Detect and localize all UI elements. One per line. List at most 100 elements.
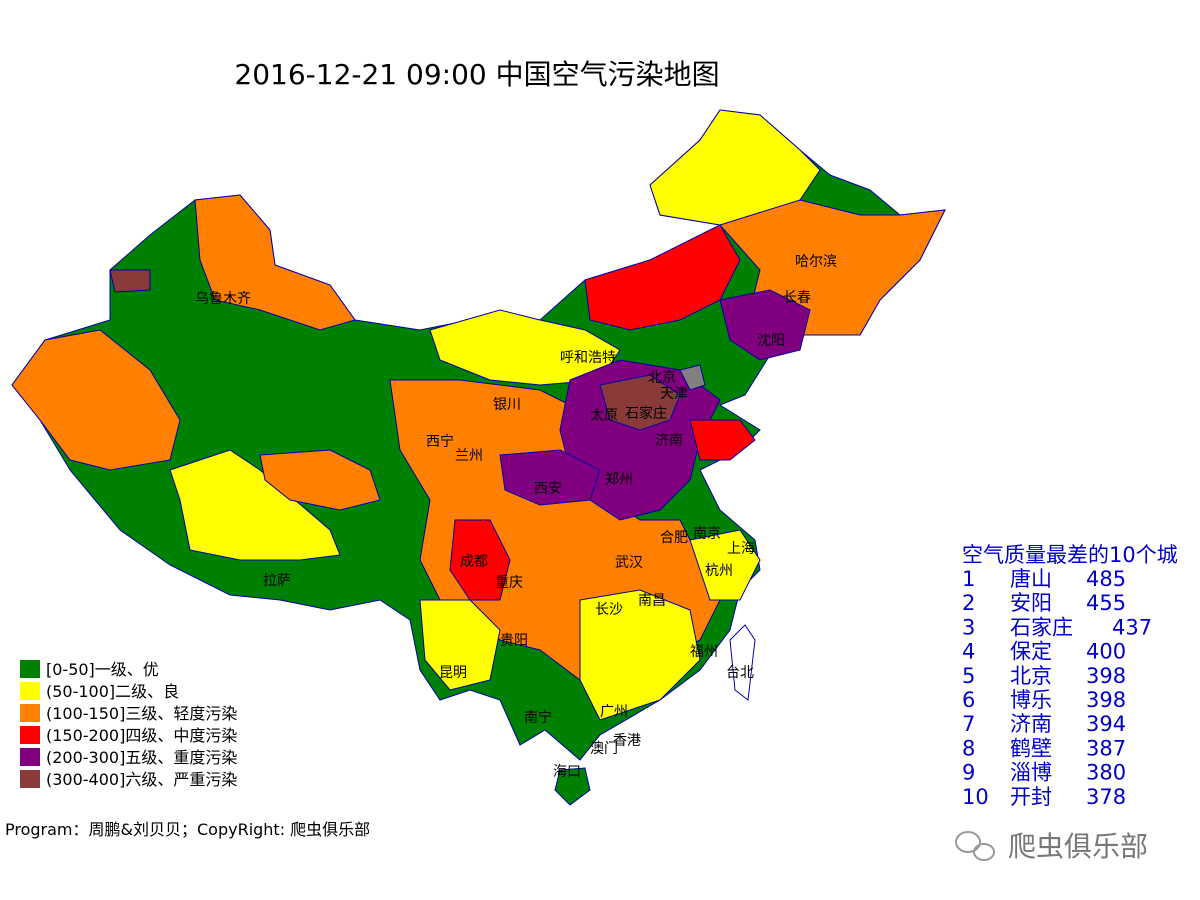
region	[719, 289, 811, 361]
ranking: 空气质量最差的10个城 1 唐山 485 2 安阳 455 3 石家庄 437 4 保定 400 5 北京…	[962, 543, 1178, 809]
city-label: 乌鲁木齐	[195, 291, 251, 307]
rank-number: 6	[962, 688, 975, 712]
city-label: 郑州	[605, 472, 633, 488]
city-label: 杭州	[705, 563, 733, 579]
rank-city: 开封	[1010, 785, 1052, 809]
city-label: 天津	[660, 386, 688, 402]
city-label: 重庆	[495, 575, 523, 591]
region	[689, 529, 761, 601]
city-label: 南昌	[638, 593, 666, 609]
rank-number: 1	[962, 567, 975, 591]
ranking-title: 空气质量最差的10个城	[962, 543, 1178, 567]
rank-aqi: 400	[1086, 640, 1126, 664]
china-map	[11, 109, 946, 806]
rank-city: 济南	[1010, 712, 1052, 736]
rank-number: 2	[962, 591, 975, 615]
rank-number: 7	[962, 712, 975, 736]
legend-swatch	[20, 682, 40, 700]
region	[11, 329, 181, 471]
legend-label: (50-100]二级、良	[46, 682, 179, 701]
city-label: 成都	[460, 554, 488, 570]
legend: [0-50]一级、优 (50-100]二级、良 (100-150]三级、轻度污染 (1…	[20, 660, 237, 789]
legend-label: [0-50]一级、优	[46, 660, 159, 679]
city-label: 呼和浩特	[560, 350, 616, 366]
rank-aqi: 378	[1086, 785, 1126, 809]
region	[689, 419, 756, 461]
legend-swatch	[20, 770, 40, 788]
city-label: 银川	[493, 397, 521, 413]
rank-number: 3	[962, 615, 975, 639]
region	[419, 599, 501, 691]
rank-aqi: 387	[1086, 736, 1126, 760]
rank-city: 石家庄	[1010, 615, 1073, 639]
legend-swatch	[20, 660, 40, 678]
region	[579, 589, 701, 721]
wechat-icon	[955, 831, 981, 853]
credit: Program：周鹏&刘贝贝；CopyRight: 爬虫俱乐部	[5, 820, 370, 839]
city-label: 石家庄	[625, 405, 667, 422]
rank-aqi: 455	[1086, 591, 1126, 615]
legend-label: (200-300]五级、重度污染	[46, 748, 237, 767]
rank-aqi: 398	[1086, 688, 1126, 712]
rank-number: 9	[962, 761, 975, 785]
city-label: 西宁	[426, 433, 454, 450]
region	[599, 374, 681, 431]
region	[259, 449, 381, 511]
city-label: 海口	[553, 764, 581, 780]
rank-aqi: 380	[1086, 761, 1126, 785]
city-label: 合肥	[660, 530, 688, 546]
city-label: 台北	[726, 665, 754, 681]
city-label: 福州	[690, 644, 718, 660]
region	[649, 109, 821, 226]
city-label: 上海	[727, 541, 755, 557]
rank-aqi: 437	[1112, 615, 1152, 639]
rank-aqi: 394	[1086, 712, 1126, 736]
city-label: 贵阳	[500, 633, 528, 649]
city-label: 澳门	[590, 741, 618, 757]
legend-label: (300-400]六级、严重污染	[46, 770, 237, 789]
rank-city: 安阳	[1010, 591, 1052, 615]
rank-number: 8	[962, 736, 975, 760]
region	[194, 194, 356, 331]
rank-city: 博乐	[1010, 688, 1052, 712]
rank-city: 鹤壁	[1010, 736, 1052, 760]
legend-swatch	[20, 704, 40, 722]
city-label: 西安	[534, 481, 562, 497]
rank-city: 唐山	[1010, 567, 1052, 591]
city-label: 哈尔滨	[795, 254, 837, 270]
city-label: 昆明	[439, 665, 467, 681]
city-label: 拉萨	[263, 573, 291, 589]
rank-city: 淄博	[1010, 761, 1052, 785]
region	[449, 519, 511, 601]
city-label: 太原	[590, 408, 618, 424]
region	[499, 449, 601, 506]
region	[679, 364, 706, 391]
city-label: 武汉	[615, 555, 643, 571]
city-label: 北京	[648, 370, 676, 386]
region	[729, 624, 756, 701]
city-label: 长春	[783, 290, 811, 306]
legend-swatch	[20, 726, 40, 744]
city-label: 兰州	[455, 448, 483, 464]
watermark: 爬虫俱乐部	[955, 830, 1148, 863]
rank-number: 5	[962, 664, 975, 688]
map-title: 2016-12-21 09:00 中国空气污染地图	[234, 58, 719, 91]
rank-number: 10	[962, 785, 989, 809]
rank-aqi: 485	[1086, 567, 1126, 591]
region	[109, 269, 151, 293]
rank-city: 北京	[1010, 664, 1052, 688]
legend-label: (150-200]四级、中度污染	[46, 726, 237, 745]
city-label: 香港	[613, 733, 641, 749]
region	[554, 767, 591, 806]
wechat-icon	[973, 843, 995, 861]
watermark-text: 爬虫俱乐部	[1008, 830, 1148, 863]
legend-label: (100-150]三级、轻度污染	[46, 704, 237, 723]
legend-swatch	[20, 748, 40, 766]
city-label: 长沙	[595, 602, 623, 618]
city-label: 广州	[600, 704, 628, 720]
rank-number: 4	[962, 640, 975, 664]
rank-city: 保定	[1010, 640, 1052, 664]
city-label: 济南	[655, 433, 683, 449]
